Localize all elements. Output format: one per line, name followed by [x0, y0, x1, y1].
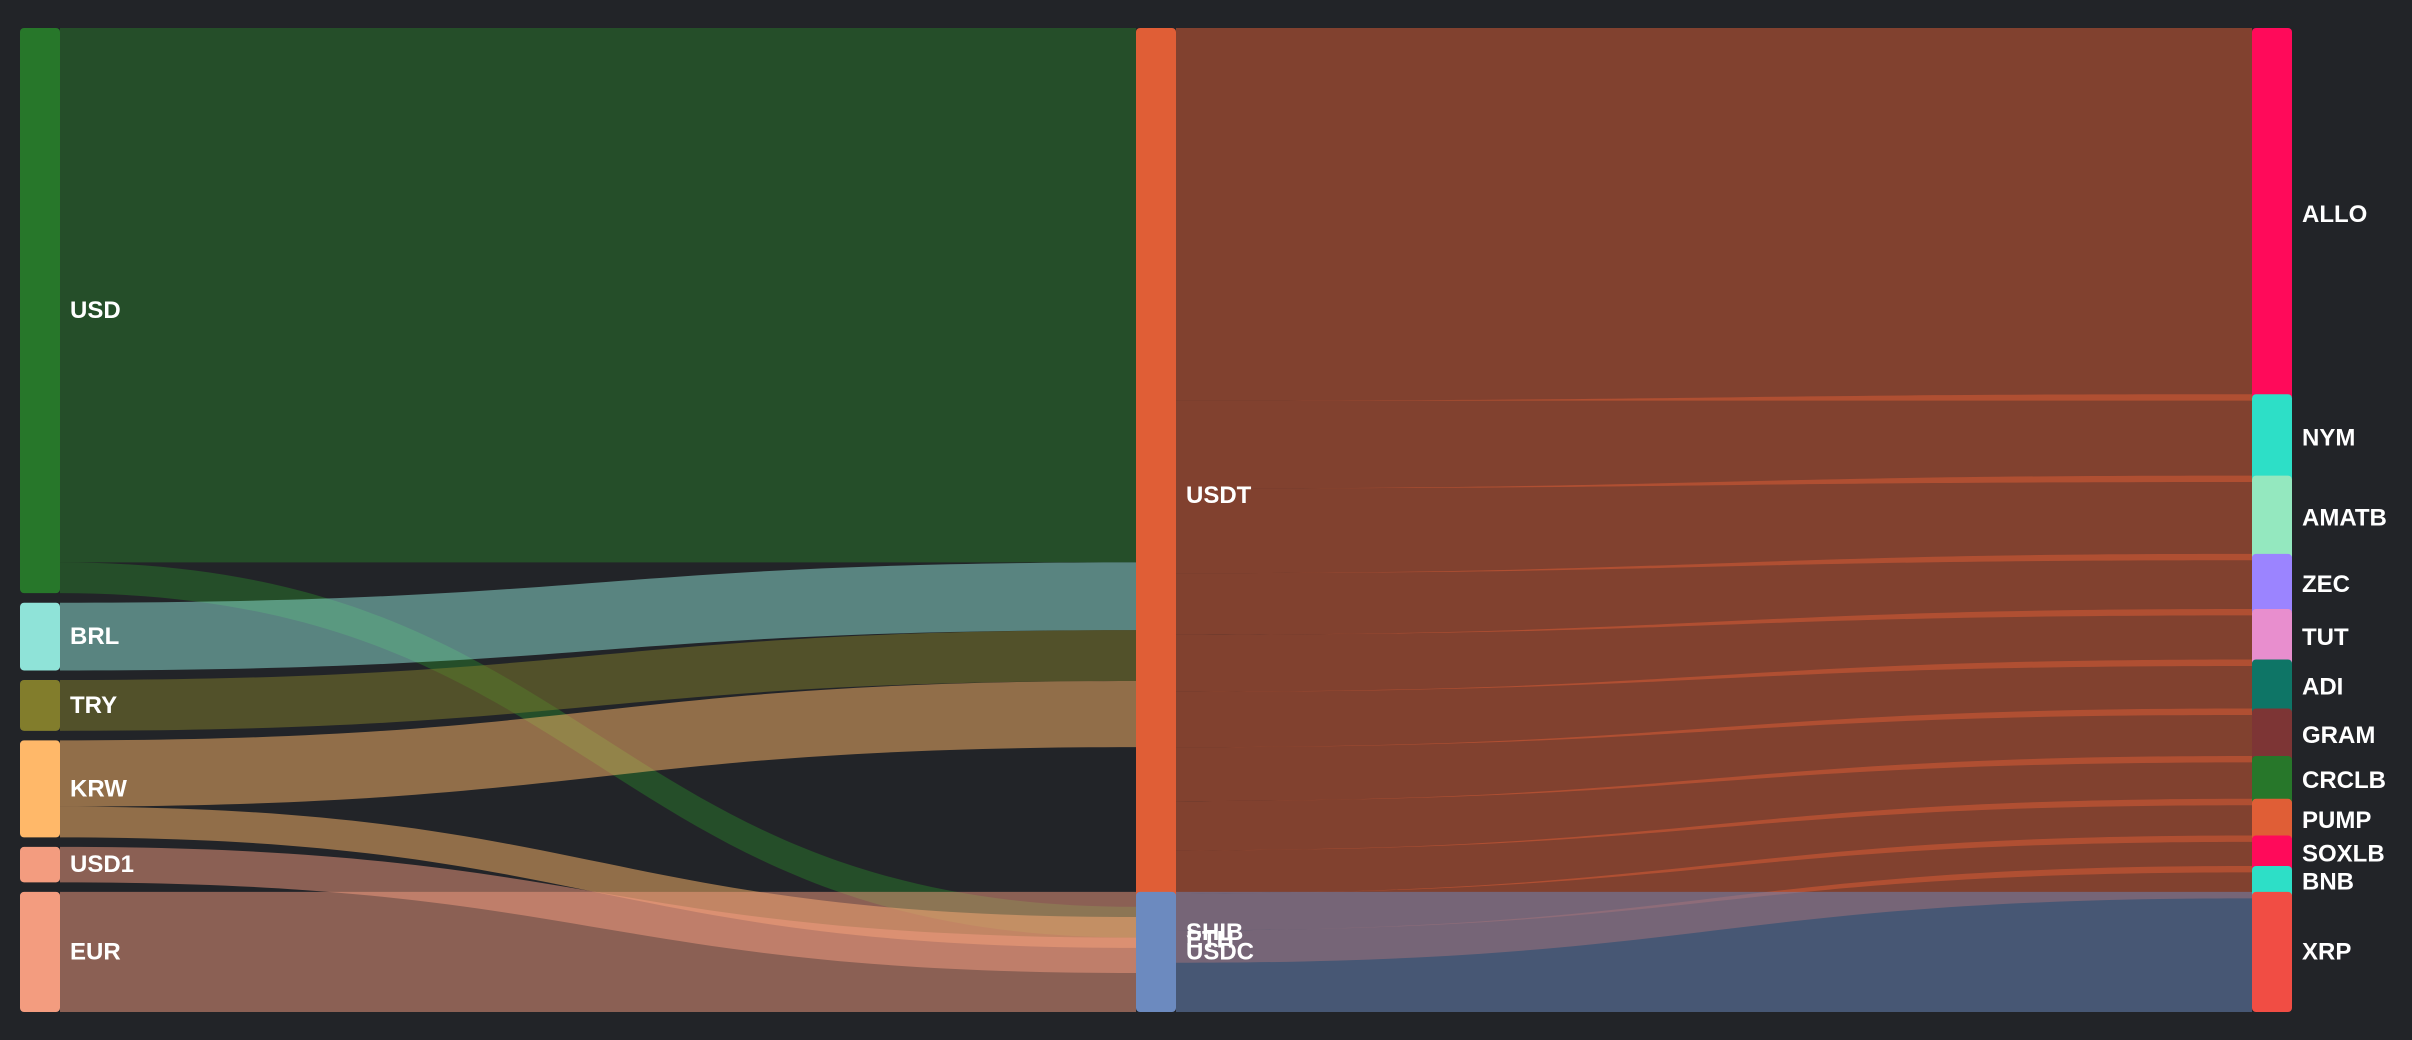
node-gram[interactable]	[2252, 708, 2292, 763]
node-label-usdt: USDT	[1186, 482, 1252, 509]
node-label-allo: ALLO	[2302, 201, 2367, 228]
node-label-bnb: BNB	[2302, 869, 2354, 896]
link-usdt-allo[interactable]	[1176, 28, 2252, 401]
node-pump[interactable]	[2252, 798, 2292, 842]
node-tut[interactable]	[2252, 608, 2292, 666]
node-eur[interactable]	[20, 891, 60, 1012]
link-usdt-tut[interactable]	[1176, 608, 2252, 692]
node-usdt[interactable]	[1136, 28, 1176, 963]
node-label-gram: GRAM	[2302, 722, 2375, 749]
link-usdt-pump[interactable]	[1176, 798, 2252, 894]
sankey-links	[60, 28, 2252, 1012]
node-soxlb[interactable]	[2252, 835, 2292, 873]
node-crclb[interactable]	[2252, 755, 2292, 806]
node-label-tut: TUT	[2302, 624, 2349, 651]
link-usdt-crclb[interactable]	[1176, 755, 2252, 851]
node-label-usdc: USDC	[1186, 938, 1254, 965]
link-brl-usdt[interactable]	[60, 562, 1136, 671]
node-label-soxlb: SOXLB	[2302, 840, 2385, 867]
node-krw[interactable]	[20, 740, 60, 838]
link-usdt-amatb[interactable]	[1176, 475, 2252, 574]
node-label-amatb: AMATB	[2302, 504, 2387, 531]
node-label-nym: NYM	[2302, 425, 2355, 452]
node-allo[interactable]	[2252, 28, 2292, 401]
node-usd[interactable]	[20, 28, 60, 594]
link-try-usdt[interactable]	[60, 630, 1136, 731]
node-xrp[interactable]	[2252, 891, 2292, 1012]
node-try[interactable]	[20, 680, 60, 731]
node-label-eur: EUR	[70, 938, 121, 965]
node-usdc[interactable]	[1136, 891, 1176, 1012]
node-label-usd1: USD1	[70, 851, 134, 878]
link-krw-usdt[interactable]	[60, 680, 1136, 807]
node-bnb[interactable]	[2252, 865, 2292, 899]
node-label-shib: SHIB	[1186, 919, 1243, 946]
node-label-usd: USD	[70, 297, 121, 324]
node-amatb[interactable]	[2252, 475, 2292, 561]
node-label-try: TRY	[70, 692, 117, 719]
node-usd1[interactable]	[20, 846, 60, 883]
node-label-xrp: XRP	[2302, 938, 2351, 965]
link-usd-usdt[interactable]	[60, 28, 1136, 563]
node-adi[interactable]	[2252, 659, 2292, 715]
node-zec[interactable]	[2252, 553, 2292, 616]
link-eur-usdc[interactable]	[60, 891, 1136, 1012]
node-label-crclb: CRCLB	[2302, 767, 2386, 794]
link-usdt-nym[interactable]	[1176, 394, 2252, 489]
node-label-brl: BRL	[70, 623, 119, 650]
node-label-pump: PUMP	[2302, 807, 2371, 834]
link-usdt-gram[interactable]	[1176, 708, 2252, 802]
node-label-zec: ZEC	[2302, 571, 2350, 598]
link-usdc-xrp[interactable]	[1176, 891, 2252, 1012]
node-label-krw: KRW	[70, 775, 127, 802]
sankey-nodes	[20, 28, 2292, 1012]
node-label-eth: ETH	[1186, 926, 1234, 953]
node-brl[interactable]	[20, 602, 60, 671]
link-usdt-adi[interactable]	[1176, 659, 2252, 748]
node-nym[interactable]	[2252, 394, 2292, 483]
node-label-adi: ADI	[2302, 674, 2343, 701]
